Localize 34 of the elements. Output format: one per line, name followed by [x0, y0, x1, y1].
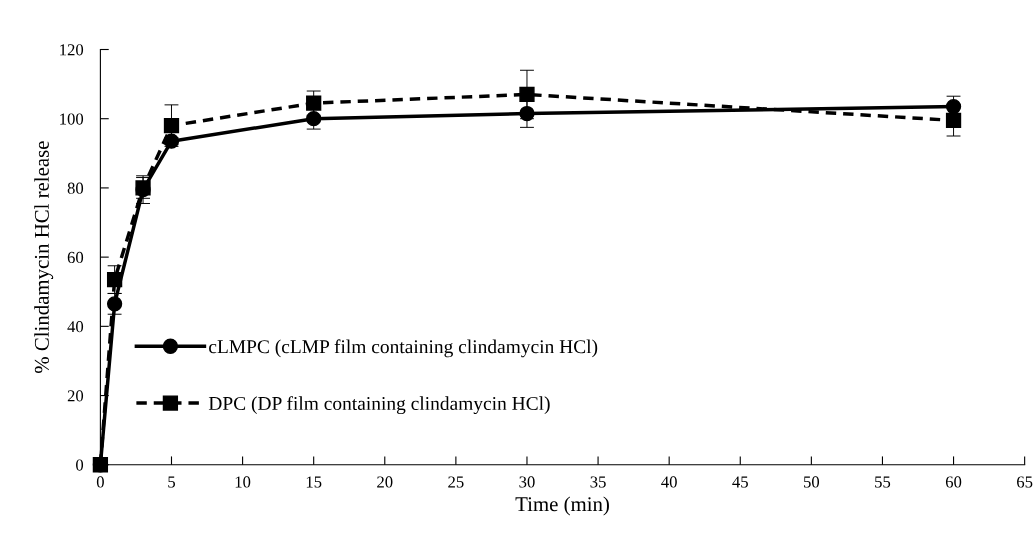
x-tick-label: 35 — [590, 476, 606, 488]
y-tick-label: 80 — [67, 182, 84, 194]
x-tick-label: 45 — [732, 476, 748, 488]
legend-label: DPC (DP film containing clindamycin HCl) — [208, 396, 550, 415]
x-tick-label: 0 — [96, 476, 104, 488]
point — [163, 117, 180, 134]
y-tick-label: 20 — [67, 390, 84, 402]
x-tick-label: 25 — [448, 476, 464, 488]
point — [306, 95, 322, 111]
y-tick-label: 0 — [76, 459, 84, 471]
point — [306, 111, 322, 127]
point — [92, 457, 109, 473]
y-axis-title: % Clindamycin HCl release — [34, 141, 54, 373]
x-tick-label: 10 — [235, 476, 251, 488]
x-tick-label: 55 — [875, 476, 891, 488]
point — [106, 271, 123, 288]
x-tick-label: 5 — [168, 476, 176, 488]
y-tick-label: 100 — [60, 113, 84, 125]
legend-label: cLMPC (cLMP film containing clindamycin HCl) — [209, 339, 598, 358]
x-tick-label: 65 — [1017, 476, 1033, 488]
point — [945, 112, 962, 129]
x-tick-label: 30 — [519, 476, 535, 488]
y-tick-label: 60 — [67, 251, 84, 264]
point — [163, 133, 180, 149]
y-tick-label: 40 — [67, 321, 84, 333]
x-tick-label: 50 — [804, 476, 820, 488]
x-tick-label: 20 — [377, 476, 393, 488]
y-tick-label: 120 — [60, 44, 84, 56]
x-tick-label: 60 — [945, 476, 962, 488]
point — [519, 86, 535, 103]
x-tick-label: 40 — [661, 476, 677, 488]
x-axis-title: Time (min) — [515, 496, 609, 516]
x-tick-label: 15 — [306, 476, 322, 488]
point — [519, 105, 535, 122]
